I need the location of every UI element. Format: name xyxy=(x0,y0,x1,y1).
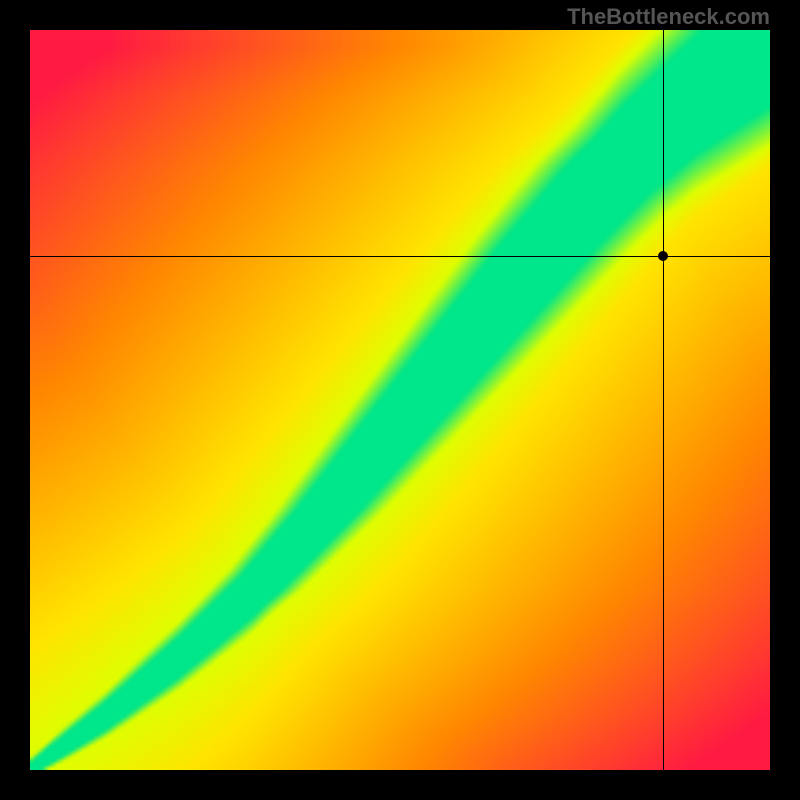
watermark-text: TheBottleneck.com xyxy=(567,4,770,30)
heatmap-plot xyxy=(30,30,770,770)
heatmap-canvas xyxy=(30,30,770,770)
crosshair-marker xyxy=(658,251,668,261)
crosshair-vertical xyxy=(663,30,664,770)
